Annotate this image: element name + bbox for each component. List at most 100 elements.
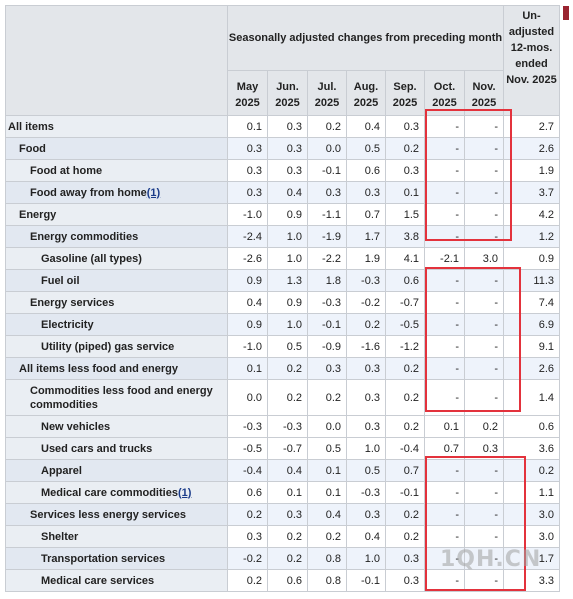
value-cell: 0.9 [503,247,560,270]
value-cell: 1.5 [385,203,425,226]
row-label: Gasoline (all types) [5,247,228,270]
value-cell: - [424,137,465,160]
value-cell: 3.6 [503,437,560,460]
value-cell: - [464,203,504,226]
row-label: Food [5,137,228,160]
value-cell: - [464,459,504,482]
value-cell: - [464,159,504,182]
value-cell: - [464,115,504,138]
cpi-table: Seasonally adjusted changes from precedi… [5,5,560,592]
row-label-text: Food away from home [30,186,147,199]
row-label-text: Services less energy services [30,508,186,521]
value-cell: -0.4 [227,459,268,482]
value-cell: 0.2 [227,503,268,526]
value-cell: 0.2 [267,525,308,548]
row-label: Shelter [5,525,228,548]
value-cell: 0.2 [385,503,425,526]
header-corner [5,5,228,116]
watermark: 1QH.CN [440,547,542,572]
value-cell: 0.2 [385,379,425,416]
row-label: All items [5,115,228,138]
footnote-link[interactable]: (1) [146,186,161,199]
row-label-text: Commodities less food and energy commodi… [30,384,213,411]
row-label: Energy services [5,291,228,314]
row-label: All items less food and energy [5,357,228,380]
value-cell: 4.2 [503,203,560,226]
row-label-text: Gasoline (all types) [41,252,142,265]
value-cell: 0.9 [267,203,308,226]
value-cell: -2.6 [227,247,268,270]
row-label: Food at home [5,159,228,182]
value-cell: - [424,269,465,292]
value-cell: 3.7 [503,181,560,204]
month-header: May 2025 [227,70,268,116]
month-year: 2025 [353,97,379,109]
value-cell: -0.1 [385,481,425,504]
table-row: Utility (piped) gas service -1.0 0.5 -0.9 -1… [5,335,560,358]
row-label-text: Fuel oil [41,274,80,287]
footnote-link[interactable]: (1) [177,486,192,499]
value-cell: - [464,481,504,504]
value-cell: -0.2 [227,547,268,570]
table-body: All items 0.1 0.3 0.2 0.4 0.3- -2.7 Food 0.3 0.3 0… [5,115,560,592]
row-label: Services less energy services [5,503,228,526]
month-header: Jul. 2025 [307,70,347,116]
value-cell: 0.2 [267,357,308,380]
value-cell: 1.9 [503,159,560,182]
value-cell: - [464,525,504,548]
value-cell: 1.0 [346,547,386,570]
value-cell: 3.0 [503,525,560,548]
value-cell: - [464,291,504,314]
value-cell: 0.3 [385,547,425,570]
value-cell: -1.6 [346,335,386,358]
value-cell: - [464,313,504,336]
value-cell: 0.5 [346,459,386,482]
value-cell: - [464,569,504,592]
month-header: Nov. 2025 [464,70,504,116]
row-label-text: Medical care commodities [41,486,178,499]
value-cell: 0.2 [227,569,268,592]
header-unadjusted-12mo: Un-adjusted 12-mos. ended Nov. 2025 [503,5,560,116]
value-cell: 7.4 [503,291,560,314]
value-cell: - [424,203,465,226]
table-row: Used cars and trucks -0.5 -0.7 0.5 1.0 -0.4 0.… [5,437,560,460]
value-cell: 0.2 [307,379,347,416]
value-cell: 1.0 [346,437,386,460]
month-label: Jul. [317,81,337,93]
value-cell: -0.7 [385,291,425,314]
value-cell: 0.8 [307,547,347,570]
value-cell: - [424,569,465,592]
value-cell: 0.7 [424,437,465,460]
value-cell: 0.3 [267,115,308,138]
row-label: Utility (piped) gas service [5,335,228,358]
value-cell: 1.7 [346,225,386,248]
table-row: Shelter 0.3 0.2 0.2 0.4 0.2- -3.0 [5,525,560,548]
value-cell: 1.8 [307,269,347,292]
value-cell: 0.1 [385,181,425,204]
value-cell: 0.2 [385,415,425,438]
value-cell: - [424,525,465,548]
month-label: Oct. [433,81,456,93]
value-cell: 0.2 [385,137,425,160]
value-cell: 0.3 [385,115,425,138]
value-cell: 0.4 [227,291,268,314]
value-cell: - [424,481,465,504]
value-cell: 0.8 [307,569,347,592]
value-cell: 0.3 [227,525,268,548]
row-label-text: Apparel [41,464,82,477]
month-label: Sep. [393,81,417,93]
table-row: Medical care services 0.2 0.6 0.8 -0.1 0.3- -3… [5,569,560,592]
row-label-text: Energy commodities [30,230,139,243]
value-cell: 0.3 [227,137,268,160]
value-cell: -0.1 [346,569,386,592]
month-label: Aug. [353,81,379,93]
table-row: Energy commodities -2.4 1.0 -1.9 1.7 3.8- -1.2 [5,225,560,248]
table-row: Gasoline (all types) -2.6 1.0 -2.2 1.9 4.1 -2.… [5,247,560,270]
value-cell: 0.4 [267,181,308,204]
row-label-text: New vehicles [41,420,111,433]
value-cell: 0.1 [267,481,308,504]
value-cell: 0.3 [267,159,308,182]
table-row: Energy -1.0 0.9 -1.1 0.7 1.5- -4.2 [5,203,560,226]
value-cell: 6.9 [503,313,560,336]
value-cell: 4.1 [385,247,425,270]
